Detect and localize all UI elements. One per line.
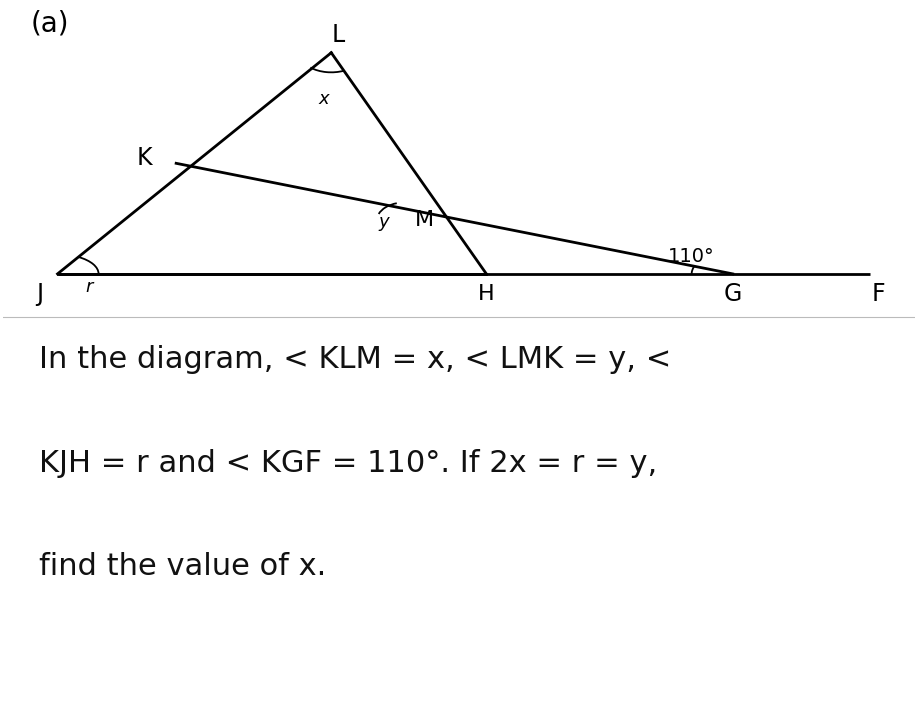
Text: y: y xyxy=(379,213,389,231)
Text: x: x xyxy=(319,90,330,108)
Text: H: H xyxy=(478,284,495,304)
Text: (a): (a) xyxy=(30,10,69,38)
Text: 110°: 110° xyxy=(668,247,715,265)
Text: KJH = r and < KGF = 110°. If 2x = r = y,: KJH = r and < KGF = 110°. If 2x = r = y, xyxy=(39,449,657,477)
Text: In the diagram, < KLM = x, < LMK = y, <: In the diagram, < KLM = x, < LMK = y, < xyxy=(39,345,672,374)
Text: r: r xyxy=(85,278,93,296)
Text: F: F xyxy=(872,282,886,306)
Text: J: J xyxy=(36,282,43,306)
Text: G: G xyxy=(723,282,742,306)
Text: L: L xyxy=(332,23,345,47)
Text: find the value of x.: find the value of x. xyxy=(39,552,327,581)
Text: M: M xyxy=(415,211,434,230)
Text: K: K xyxy=(137,145,152,170)
